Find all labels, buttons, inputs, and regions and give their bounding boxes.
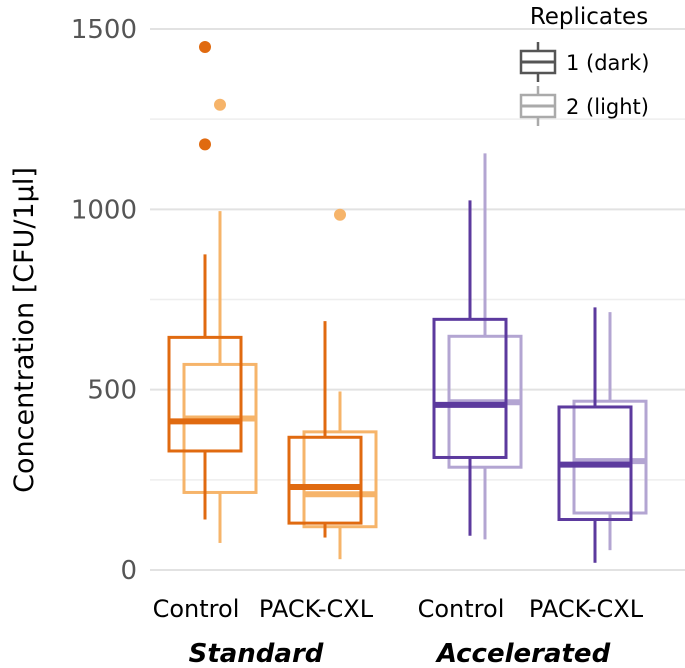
iqr-box	[287, 435, 363, 525]
category-labels: Control PACK-CXL Control PACK-CXL	[153, 595, 644, 623]
group-label: Standard	[189, 639, 324, 668]
legend-key	[519, 86, 557, 126]
outlier-point	[199, 41, 211, 54]
box-replicate-1	[287, 321, 363, 538]
legend-entry-label: 2 (light)	[566, 95, 649, 119]
y-tick-label: 0	[120, 556, 137, 586]
group-labels: Standard Accelerated	[189, 639, 611, 668]
category-label: Control	[153, 595, 240, 623]
iqr-box	[182, 362, 258, 494]
legend-entry-label: 1 (dark)	[566, 51, 649, 75]
category-label: PACK-CXL	[259, 595, 374, 623]
outlier-point	[214, 98, 226, 111]
y-tick-label: 1500	[71, 15, 137, 45]
legend: Replicates 1 (dark) 2 (light)	[519, 4, 649, 126]
box-marks	[167, 41, 648, 563]
outlier-point	[199, 138, 211, 151]
box-replicate-2	[572, 312, 648, 551]
y-tick-label: 1000	[71, 195, 137, 225]
legend-key	[519, 42, 557, 82]
y-axis-ticks: 0 500 1000 1500	[71, 15, 137, 586]
box-replicate-1	[432, 200, 508, 536]
box-replicate-2	[447, 153, 523, 540]
box-replicate-1	[557, 307, 633, 563]
category-label: PACK-CXL	[529, 595, 644, 623]
box-replicate-2	[182, 98, 258, 543]
grid-lines	[150, 28, 685, 571]
box-replicate-1	[167, 41, 243, 520]
box-replicate-2	[302, 208, 378, 560]
y-tick-label: 500	[87, 376, 137, 406]
iqr-box	[572, 399, 648, 515]
y-axis-label: Concentration [CFU/1µl]	[9, 167, 40, 493]
outlier-point	[334, 208, 346, 221]
iqr-box	[167, 335, 243, 453]
category-label: Control	[418, 595, 505, 623]
group-label: Accelerated	[435, 639, 611, 668]
iqr-box	[432, 317, 508, 459]
legend-title: Replicates	[530, 4, 648, 30]
iqr-box	[302, 430, 378, 529]
